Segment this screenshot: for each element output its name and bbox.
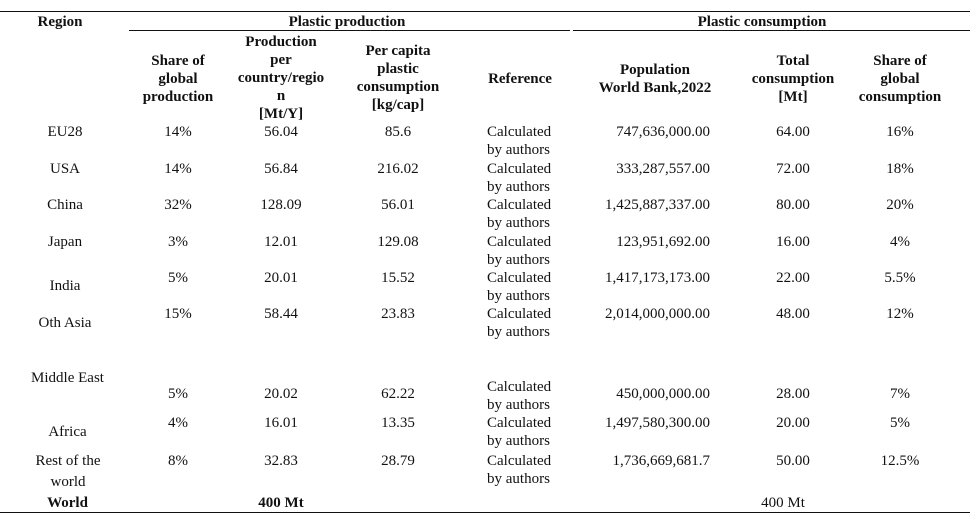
region-cell: India — [49, 278, 81, 294]
reference-cell: Calculated by authors — [487, 197, 552, 231]
share-consumption-cell: 20% — [886, 197, 914, 213]
region-cell: EU28 — [47, 124, 83, 140]
world-consumption-total: 400 Mt — [761, 495, 805, 511]
per-capita-cell: 85.6 — [384, 124, 412, 140]
per-capita-cell: 23.83 — [381, 306, 415, 322]
region-cell: USA — [49, 161, 80, 177]
header-population: Population World Bank,2022 — [598, 62, 712, 96]
total-consumption-cell: 22.00 — [776, 270, 810, 286]
population-cell: 1,425,887,337.00 — [605, 197, 710, 213]
top-rule — [0, 11, 970, 12]
share-production-cell: 4% — [168, 415, 188, 431]
share-production-cell: 8% — [168, 453, 188, 469]
region-cell: Japan — [47, 234, 83, 250]
share-consumption-cell: 4% — [890, 234, 910, 250]
world-production-total: 400 Mt — [258, 495, 304, 511]
share-production-cell: 32% — [164, 197, 192, 213]
per-capita-cell: 56.01 — [381, 197, 415, 213]
production-cell: 12.01 — [264, 234, 298, 250]
reference-cell: Calculated by authors — [487, 234, 552, 268]
total-consumption-cell: 48.00 — [776, 306, 810, 322]
region-cell: Rest of the world — [35, 453, 101, 490]
total-consumption-cell: 64.00 — [776, 124, 810, 140]
per-capita-cell: 15.52 — [381, 270, 415, 286]
population-cell: 450,000,000.00 — [616, 386, 710, 402]
production-cell: 56.84 — [264, 161, 298, 177]
share-production-cell: 5% — [168, 386, 188, 402]
population-cell: 747,636,000.00 — [616, 124, 710, 140]
per-capita-cell: 28.79 — [381, 453, 415, 469]
header-production-per-region: Production per country/regio n [Mt/Y] — [237, 34, 325, 122]
share-consumption-cell: 5% — [890, 415, 910, 431]
header-share-consumption: Share of global consumption — [858, 53, 942, 105]
share-consumption-cell: 18% — [886, 161, 914, 177]
population-cell: 1,736,669,681.7 — [612, 453, 711, 469]
header-total-consumption: Total consumption [Mt] — [751, 53, 835, 105]
per-capita-cell: 13.35 — [381, 415, 415, 431]
production-group-rule — [129, 30, 570, 31]
region-cell: Middle East — [31, 370, 104, 386]
production-cell: 32.83 — [264, 453, 298, 469]
header-plastic-production: Plastic production — [288, 14, 406, 30]
header-per-capita: Per capita plastic consumption [kg/cap] — [356, 43, 440, 113]
population-cell: 1,497,580,300.00 — [605, 415, 710, 431]
reference-cell: Calculated by authors — [487, 270, 552, 304]
share-production-cell: 5% — [168, 270, 188, 286]
population-cell: 1,417,173,173.00 — [605, 270, 710, 286]
per-capita-cell: 129.08 — [377, 234, 419, 250]
per-capita-cell: 216.02 — [377, 161, 419, 177]
bottom-rule — [0, 512, 970, 513]
production-cell: 58.44 — [264, 306, 298, 322]
reference-cell: Calculated by authors — [487, 415, 552, 449]
share-consumption-cell: 7% — [890, 386, 910, 402]
reference-cell: Calculated by authors — [487, 161, 552, 195]
production-cell: 20.02 — [264, 386, 298, 402]
total-consumption-cell: 50.00 — [776, 453, 810, 469]
reference-cell: Calculated by authors — [487, 453, 552, 487]
header-reference: Reference — [488, 71, 552, 87]
share-production-cell: 3% — [168, 234, 188, 250]
total-consumption-cell: 16.00 — [776, 234, 810, 250]
region-cell: Oth Asia — [38, 315, 92, 331]
reference-cell: Calculated by authors — [487, 306, 552, 340]
consumption-group-rule — [573, 30, 970, 31]
per-capita-cell: 62.22 — [381, 386, 415, 402]
share-production-cell: 15% — [164, 306, 192, 322]
reference-cell: Calculated by authors — [487, 124, 552, 158]
region-cell: China — [47, 197, 83, 213]
share-consumption-cell: 12.5% — [880, 453, 920, 469]
reference-cell: Calculated by authors — [487, 379, 552, 413]
production-cell: 16.01 — [264, 415, 298, 431]
share-consumption-cell: 16% — [886, 124, 914, 140]
region-cell: Africa — [48, 424, 87, 440]
population-cell: 2,014,000,000.00 — [605, 306, 710, 322]
production-cell: 128.09 — [260, 197, 302, 213]
header-share-production: Share of global production — [142, 53, 214, 105]
production-cell: 20.01 — [264, 270, 298, 286]
world-label: World — [47, 495, 88, 511]
total-consumption-cell: 80.00 — [776, 197, 810, 213]
production-cell: 56.04 — [264, 124, 298, 140]
share-production-cell: 14% — [164, 124, 192, 140]
share-consumption-cell: 12% — [886, 306, 914, 322]
total-consumption-cell: 28.00 — [776, 386, 810, 402]
header-region: Region — [37, 14, 83, 30]
total-consumption-cell: 20.00 — [776, 415, 810, 431]
population-cell: 123,951,692.00 — [616, 234, 710, 250]
share-production-cell: 14% — [164, 161, 192, 177]
population-cell: 333,287,557.00 — [616, 161, 710, 177]
share-consumption-cell: 5.5% — [884, 270, 916, 286]
header-plastic-consumption: Plastic consumption — [697, 14, 827, 30]
total-consumption-cell: 72.00 — [776, 161, 810, 177]
